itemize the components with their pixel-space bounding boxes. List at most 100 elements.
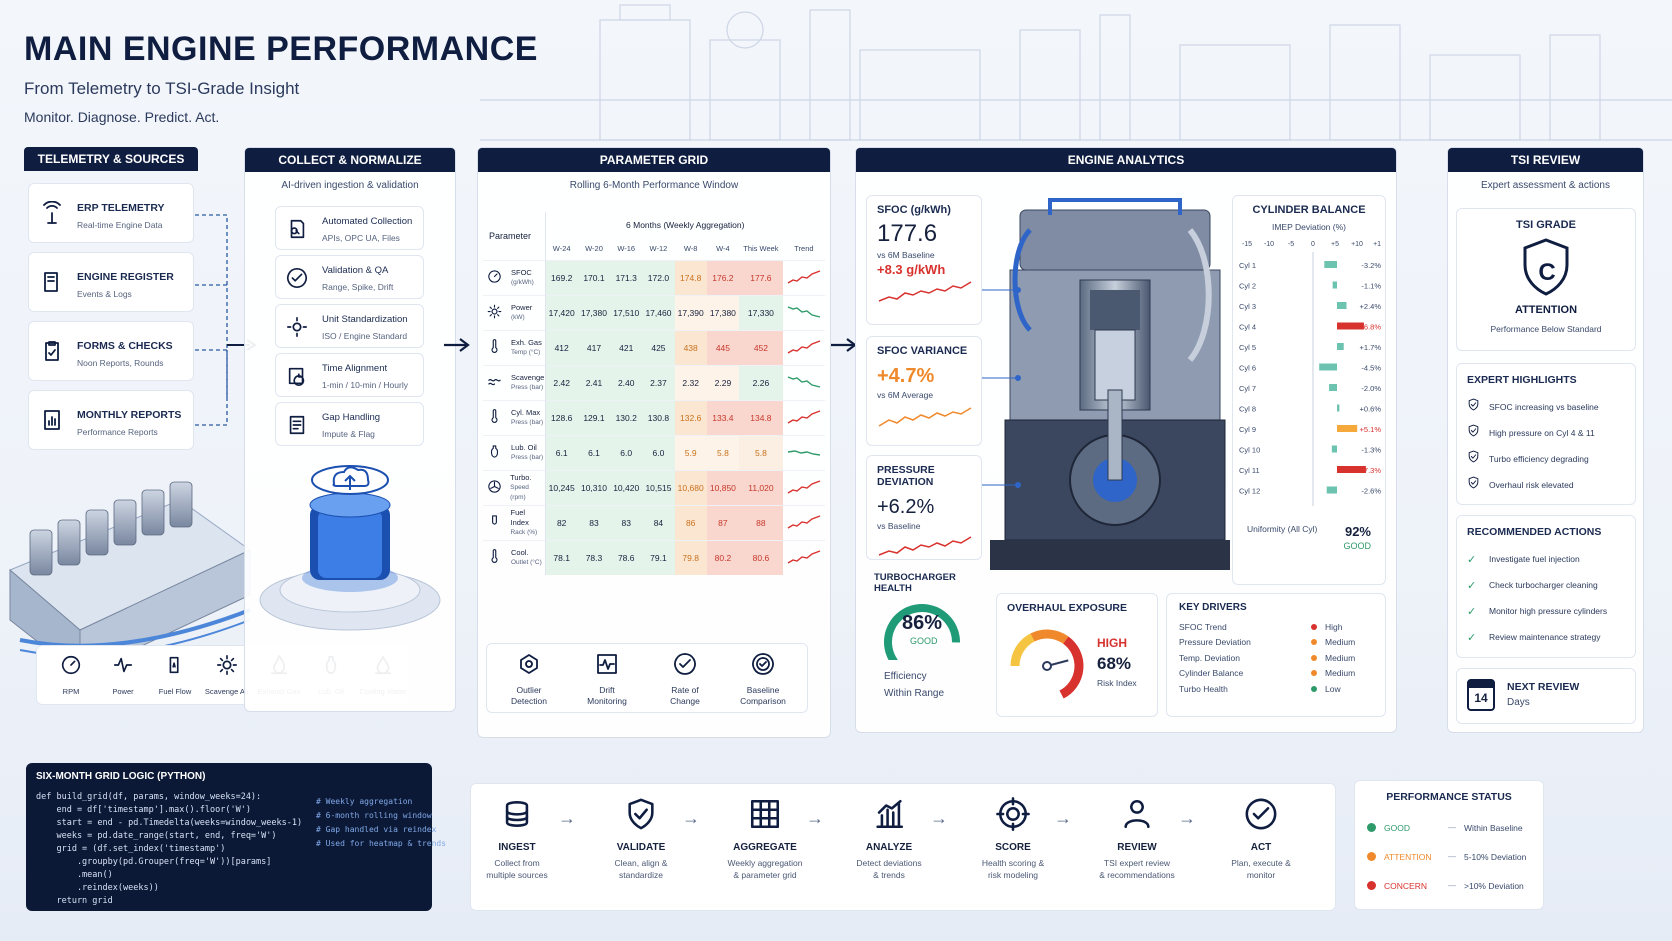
grid-column-header: W-12 bbox=[649, 244, 668, 254]
grid-tool-button[interactable]: Baseline Comparison bbox=[725, 652, 801, 707]
grid-tool-button[interactable]: Rate of Change bbox=[647, 652, 723, 707]
grid-cell: 2.40 bbox=[610, 365, 643, 400]
grid-tool-label: Baseline Comparison bbox=[740, 685, 786, 706]
collect-step-item[interactable]: Gap Handling Impute & Flag bbox=[275, 402, 424, 446]
cylinder-title: CYLINDER BALANCE bbox=[1252, 204, 1366, 216]
checkmark-icon: ✓ bbox=[1467, 605, 1477, 618]
flow-step[interactable]: ANALYZE Detect deviations & trends bbox=[834, 797, 944, 881]
grid-trend-cell bbox=[783, 540, 825, 575]
collect-step-title: Automated Collection bbox=[322, 216, 413, 227]
checkmark-icon: ✓ bbox=[1467, 579, 1477, 592]
page-subtitle: From Telemetry to TSI-Grade Insight bbox=[24, 79, 300, 98]
gauge-icon bbox=[45, 654, 97, 681]
grid-trend-cell bbox=[783, 330, 825, 365]
collect-step-item[interactable]: Unit Standardization ISO / Engine Standar… bbox=[275, 304, 424, 348]
action-item[interactable]: ✓ Monitor high pressure cylinders bbox=[1467, 598, 1625, 624]
cylinder-value-label: -2.0% bbox=[1361, 384, 1381, 393]
tsi-grade-card: TSI GRADE C ATTENTION Performance Below … bbox=[1456, 208, 1636, 351]
grid-row[interactable]: Fuel Index Rack (%) 82 83 83 84 86 87 88 bbox=[483, 505, 825, 540]
grid-tool-button[interactable]: Drift Monitoring bbox=[569, 652, 645, 707]
flow-step[interactable]: REVIEW TSI expert review & recommendations bbox=[1082, 797, 1192, 881]
sensor-item[interactable]: Power bbox=[97, 654, 149, 696]
grid-cell: 128.6 bbox=[545, 400, 578, 435]
flow-step[interactable]: INGEST Collect from multiple sources bbox=[462, 797, 572, 881]
grid-tool-button[interactable]: Outlier Detection bbox=[491, 652, 567, 707]
grid-row[interactable]: Cool. Outlet (°C) 78.1 78.3 78.6 79.1 79.8 80.2… bbox=[483, 540, 825, 575]
collect-step-item[interactable]: Automated Collection APIs, OPC UA, Files bbox=[275, 206, 424, 250]
cylinder-row-label: Cyl 4 bbox=[1239, 323, 1256, 332]
grid-cell: 82 bbox=[545, 505, 578, 540]
cylinder-row-label: Cyl 11 bbox=[1239, 466, 1260, 475]
collect-subtitle: AI-driven ingestion & validation bbox=[281, 180, 419, 191]
status-dot bbox=[1367, 881, 1376, 890]
wave-icon bbox=[487, 374, 505, 391]
grid-row[interactable]: SFOC (g/kWh) 169.2 170.1 171.3 172.0 174.8 176.… bbox=[483, 260, 825, 295]
target-icon bbox=[491, 652, 567, 681]
grid-row[interactable]: Turbo. Speed (rpm) 10,245 10,310 10,420 10,51… bbox=[483, 470, 825, 505]
action-item[interactable]: ✓ Review maintenance strategy bbox=[1467, 624, 1625, 650]
grid-cell: 88 bbox=[739, 505, 783, 540]
tsi-title: TSI REVIEW bbox=[1448, 148, 1643, 172]
cylinder-value-label: +7.3% bbox=[1360, 466, 1381, 475]
telemetry-source-item[interactable]: ERP TELEMETRY Real-time Engine Data bbox=[28, 183, 194, 243]
clipboard-icon bbox=[39, 338, 65, 364]
telemetry-source-item[interactable]: ENGINE REGISTER Events & Logs bbox=[28, 252, 194, 312]
grid-cell: 425 bbox=[642, 330, 675, 365]
grid-cell: 10,850 bbox=[706, 470, 740, 505]
highlight-text: SFOC increasing vs baseline bbox=[1489, 402, 1599, 412]
grid-group-header: 6 Months (Weekly Aggregation) bbox=[626, 220, 745, 230]
grid-column-header: W-20 bbox=[585, 244, 603, 254]
code-line: return grid bbox=[36, 896, 113, 906]
collect-step-item[interactable]: Time Alignment 1-min / 10-min / Hourly bbox=[275, 353, 424, 397]
grid-tool-label: Drift Monitoring bbox=[587, 685, 627, 706]
oil-icon bbox=[487, 444, 505, 461]
driver-level: Medium bbox=[1325, 637, 1356, 648]
status-legend-item: ATTENTION — 5-10% Deviation bbox=[1367, 842, 1531, 871]
flow-step-title: SCORE bbox=[995, 842, 1031, 853]
check-circle-icon bbox=[647, 652, 723, 681]
grid-column-header: W-16 bbox=[617, 244, 636, 254]
grid-row[interactable]: Exh. Gas Temp (°C) 412 417 421 425 438 445 452 bbox=[483, 330, 825, 365]
grid-param-name: SFOC bbox=[511, 267, 532, 277]
flow-step[interactable]: VALIDATE Clean, align & standardize bbox=[586, 797, 696, 881]
grid-row[interactable]: Scavenge Press (bar) 2.42 2.41 2.40 2.37 2.32 2… bbox=[483, 365, 825, 400]
sfoc-card: SFOC (g/kWh) 177.6 vs 6M Baseline +8.3 g… bbox=[866, 195, 982, 325]
flow-arrow: → bbox=[1054, 808, 1072, 828]
grid-row[interactable]: Power (kW) 17,420 17,380 17,510 17,460 17,390 1… bbox=[483, 295, 825, 330]
cylinder-row-label: Cyl 6 bbox=[1239, 364, 1256, 373]
driver-dot bbox=[1311, 623, 1317, 630]
cylinder-axis-tick: -10 bbox=[1264, 241, 1274, 248]
collect-step-sub: ISO / Engine Standard bbox=[322, 331, 408, 341]
trend-sparkline bbox=[787, 550, 821, 564]
telemetry-source-item[interactable]: MONTHLY REPORTS Performance Reports bbox=[28, 390, 194, 450]
collect-step-title: Validation & QA bbox=[322, 265, 389, 276]
collect-step-item[interactable]: Validation & QA Range, Spike, Drift bbox=[275, 255, 424, 299]
sensor-item[interactable]: Fuel Flow bbox=[149, 654, 201, 696]
sensor-item[interactable]: Scavenge Air bbox=[201, 654, 253, 696]
turbo-note-2: Within Range bbox=[884, 688, 945, 699]
telemetry-source-item[interactable]: FORMS & CHECKS Noon Reports, Rounds bbox=[28, 321, 194, 381]
action-item[interactable]: ✓ Check turbocharger cleaning bbox=[1467, 572, 1625, 598]
sensor-item[interactable]: RPM bbox=[45, 654, 97, 696]
thermometer-icon bbox=[487, 549, 505, 566]
grid-cell: 2.37 bbox=[642, 365, 675, 400]
grid-row[interactable]: Cyl. Max Press (bar) 128.6 129.1 130.2 130.8 1… bbox=[483, 400, 825, 435]
grid-tool-label: Outlier Detection bbox=[511, 685, 547, 706]
flow-step-desc-1: Health scoring & bbox=[981, 858, 1045, 868]
performance-status-card: PERFORMANCE STATUS GOOD — Within Baseline A… bbox=[1354, 780, 1544, 910]
cylinder-row-label: Cyl 1 bbox=[1239, 261, 1256, 270]
flow-step[interactable]: ACT Plan, execute & monitor bbox=[1206, 797, 1316, 881]
status-dot bbox=[1367, 852, 1376, 861]
grid-cell: 130.8 bbox=[642, 400, 675, 435]
grid-column-header: W-8 bbox=[683, 244, 698, 254]
action-item[interactable]: ✓ Investigate fuel injection bbox=[1467, 546, 1625, 572]
grid-cell: 6.1 bbox=[545, 435, 578, 470]
trend-sparkline bbox=[787, 339, 821, 354]
shield-check-icon bbox=[586, 797, 696, 836]
cylinder-row-label: Cyl 5 bbox=[1239, 343, 1256, 352]
source-sub: Performance Reports bbox=[77, 427, 158, 437]
flow-step[interactable]: SCORE Health scoring & risk modeling bbox=[958, 797, 1068, 881]
grid-row[interactable]: Lub. Oil Press (bar) 6.1 6.1 6.0 6.0 5.9 5.8 5.8 bbox=[483, 435, 825, 470]
flow-step[interactable]: AGGREGATE Weekly aggregation & parameter g… bbox=[710, 797, 820, 881]
analytics-callout-lines bbox=[982, 287, 1021, 488]
